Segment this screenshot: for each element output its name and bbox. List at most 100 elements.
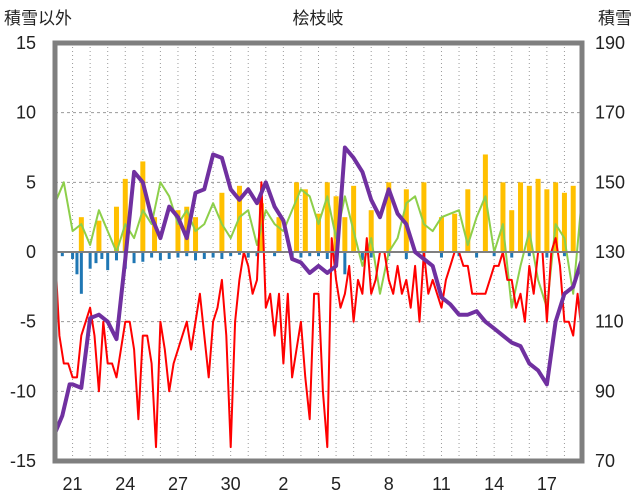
snowfall-bar — [403, 189, 409, 252]
snowfall-bar — [302, 189, 308, 252]
depth-change-bar — [273, 252, 277, 257]
depth-change-bar — [158, 252, 162, 261]
depth-change-bar — [299, 252, 303, 258]
right-tick-label: 130 — [595, 242, 625, 262]
right-tick-label: 110 — [595, 312, 624, 332]
left-axis-label: 積雪以外 — [4, 9, 72, 29]
snowfall-bar — [96, 220, 102, 252]
snowfall-bar — [452, 213, 458, 252]
depth-change-bar — [510, 252, 514, 258]
snowfall-bar — [316, 213, 321, 252]
depth-change-bar — [492, 252, 496, 257]
snowfall-bar — [544, 189, 550, 252]
snowfall-bar — [553, 182, 559, 252]
depth-change-bar — [88, 252, 92, 269]
depth-change-bar — [114, 252, 118, 261]
snowfall-bar — [276, 217, 282, 252]
depth-change-bar — [527, 252, 531, 257]
snowfall-bar — [500, 182, 506, 252]
x-tick-label: 5 — [331, 474, 341, 494]
depth-change-bar — [229, 252, 233, 257]
snowfall-bar — [518, 182, 524, 252]
temp-min-line — [54, 181, 583, 449]
snowfall-bar — [482, 154, 488, 252]
snowfall-bar — [509, 210, 515, 252]
depth-change-bar — [60, 252, 64, 257]
depth-change-bar — [176, 252, 180, 258]
snowfall-bar — [294, 182, 300, 252]
right-axis-label: 積雪 — [598, 9, 632, 29]
depth-change-bar — [167, 252, 171, 259]
left-tick-label: 0 — [26, 242, 36, 262]
snowfall-bar — [113, 206, 119, 252]
depth-change-bar — [100, 252, 104, 259]
snowfall-bar — [342, 217, 348, 252]
x-tick-label: 2 — [278, 474, 288, 494]
snowfall-bar — [175, 210, 181, 252]
snowfall-bar — [386, 182, 392, 252]
snowfall-bar — [324, 182, 330, 252]
snowfall-bar — [193, 217, 199, 252]
right-tick-label: 150 — [595, 172, 625, 192]
depth-change-bar — [343, 252, 347, 275]
depth-change-bar — [94, 252, 98, 264]
depth-change-bar — [317, 252, 320, 257]
x-tick-label: 27 — [168, 474, 188, 494]
snowfall-bar — [561, 192, 567, 252]
x-tick-label: 24 — [115, 474, 135, 494]
x-tick-label: 21 — [63, 474, 83, 494]
depth-change-bar — [202, 252, 206, 259]
depth-change-bar — [246, 252, 250, 258]
left-tick-label: 15 — [16, 33, 36, 53]
x-tick-label: 14 — [484, 474, 504, 494]
depth-change-bar — [185, 252, 189, 257]
left-tick-label: 10 — [16, 103, 36, 123]
x-tick-label: 8 — [384, 474, 394, 494]
left-tick-label: -15 — [10, 451, 36, 471]
x-tick-label: 17 — [537, 474, 557, 494]
snowfall-bar — [152, 217, 158, 252]
depth-change-bar — [132, 252, 136, 264]
right-tick-label: 70 — [595, 451, 615, 471]
right-tick-label: 90 — [595, 381, 615, 401]
depth-change-bar — [562, 252, 566, 257]
depth-change-bar — [439, 252, 443, 258]
snowfall-bar — [333, 196, 339, 252]
depth-change-bar — [255, 252, 259, 257]
snowfall-bar — [122, 178, 128, 252]
left-tick-label: 5 — [26, 172, 36, 192]
depth-change-bar — [325, 252, 329, 259]
depth-change-bar — [237, 252, 241, 255]
plot-frame — [52, 40, 585, 464]
snowfall-bar — [368, 210, 374, 252]
right-tick-label: 170 — [595, 103, 625, 123]
right-tick-label: 190 — [595, 33, 625, 53]
snow-depth-line — [53, 145, 584, 434]
depth-change-bar — [369, 252, 373, 258]
snowfall-bar — [140, 161, 146, 252]
depth-change-bar — [308, 252, 312, 257]
depth-change-bar — [71, 252, 75, 259]
depth-change-bar — [404, 252, 408, 259]
left-tick-label: -5 — [20, 312, 36, 332]
depth-change-bar — [545, 252, 549, 258]
temp-max-line — [54, 181, 583, 309]
snowfall-bar — [535, 178, 541, 252]
depth-change-bar — [220, 252, 224, 259]
left-tick-label: -10 — [10, 381, 36, 401]
snowfall-bar — [421, 182, 427, 252]
depth-change-bar — [194, 252, 198, 261]
snowfall-bar — [438, 217, 444, 252]
depth-change-bar — [211, 252, 215, 258]
depth-change-bar — [141, 252, 145, 262]
depth-change-bar — [475, 252, 479, 258]
snowfall-bar — [351, 185, 357, 252]
x-tick-label: 11 — [432, 474, 451, 494]
snowfall-bar — [465, 189, 471, 252]
depth-change-bar — [150, 252, 154, 258]
chart-title: 桧枝岐 — [293, 9, 344, 29]
depth-change-bar — [360, 252, 364, 261]
snowfall-bar — [526, 185, 532, 252]
